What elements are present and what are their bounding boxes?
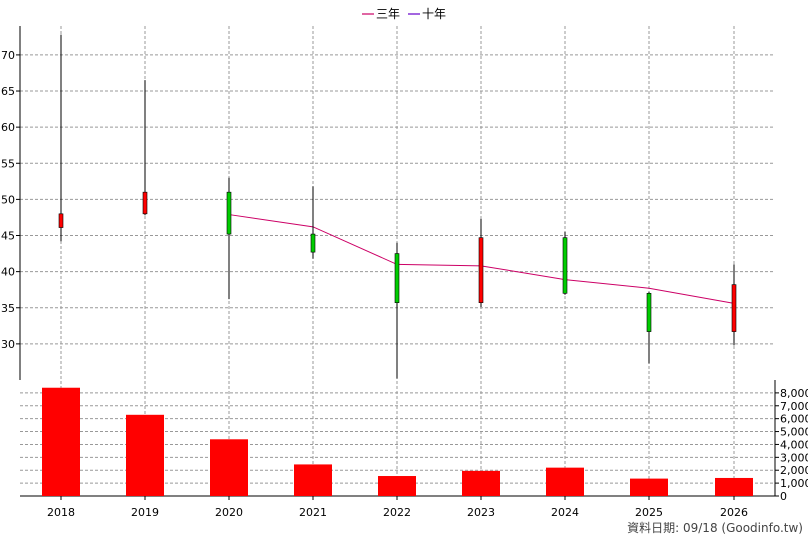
x-tick-label: 2019 <box>131 506 159 519</box>
x-tick-label: 2022 <box>383 506 411 519</box>
volume-bar <box>462 470 500 496</box>
volume-tick-label: 2,000 <box>780 464 808 477</box>
volume-bar <box>715 477 753 496</box>
volume-tick-label: 1,000 <box>780 477 808 490</box>
volume-bar <box>42 387 80 496</box>
tick-labels: 30 35 40 45 50 55 60 65 70 01,0002,0003,0004,0005… <box>1 49 808 519</box>
price-tick-label: 60 <box>1 121 15 134</box>
candle-body <box>226 191 232 235</box>
price-tick-label: 30 <box>1 338 15 351</box>
volume-tick-label: 6,000 <box>780 413 808 426</box>
volume-bar <box>546 467 584 496</box>
volume-bar <box>294 464 332 496</box>
volume-bar <box>126 414 164 496</box>
price-tick-label: 70 <box>1 49 15 62</box>
x-tick-label: 2018 <box>47 506 75 519</box>
candle-body <box>310 233 316 253</box>
volume-bar <box>378 476 416 496</box>
candle-body <box>731 284 737 332</box>
volume-bar <box>210 439 248 496</box>
footer-note: 資料日期: 09/18 (Goodinfo.tw) <box>627 521 803 535</box>
volume-tick-label: 8,000 <box>780 387 808 400</box>
volume-tick-label: 0 <box>780 490 787 503</box>
volume-bar <box>630 478 668 496</box>
x-tick-label: 2024 <box>551 506 579 519</box>
candle-body <box>562 237 568 294</box>
candle-body <box>142 191 148 215</box>
legend: 三年 十年 <box>362 7 446 21</box>
price-tick-label: 55 <box>1 157 15 170</box>
x-tick-label: 2020 <box>215 506 243 519</box>
volume-tick-label: 7,000 <box>780 400 808 413</box>
volume-tick-label: 3,000 <box>780 451 808 464</box>
volume-tick-label: 4,000 <box>780 438 808 451</box>
price-tick-label: 65 <box>1 85 15 98</box>
x-tick-label: 2023 <box>467 506 495 519</box>
price-tick-label: 45 <box>1 230 15 243</box>
price-tick-label: 50 <box>1 193 15 206</box>
price-tick-label: 35 <box>1 302 15 315</box>
price-tick-label: 40 <box>1 266 15 279</box>
candle-body <box>58 213 64 228</box>
x-tick-label: 2021 <box>299 506 327 519</box>
x-tick-label: 2025 <box>635 506 663 519</box>
candle-body <box>478 237 484 303</box>
volume-bars <box>42 387 753 496</box>
legend-label: 十年 <box>422 7 446 21</box>
candle-body <box>394 253 400 303</box>
x-tick-label: 2026 <box>720 506 748 519</box>
candles <box>58 34 737 379</box>
legend-label: 三年 <box>376 7 400 21</box>
candle-body <box>646 293 652 332</box>
volume-tick-label: 5,000 <box>780 426 808 439</box>
